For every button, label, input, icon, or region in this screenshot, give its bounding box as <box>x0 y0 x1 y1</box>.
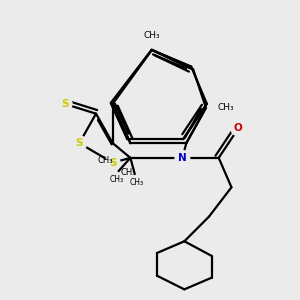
Circle shape <box>231 121 246 136</box>
Text: CH₃: CH₃ <box>129 178 143 187</box>
Circle shape <box>175 151 190 165</box>
Circle shape <box>72 136 87 151</box>
Text: S: S <box>76 138 83 148</box>
Text: N: N <box>178 153 187 163</box>
Text: O: O <box>234 123 243 134</box>
Text: CH₃: CH₃ <box>144 32 160 40</box>
Text: S: S <box>61 99 68 109</box>
Text: S: S <box>109 158 116 168</box>
Circle shape <box>105 155 120 170</box>
Text: CH₃: CH₃ <box>97 156 113 165</box>
Text: CH₃: CH₃ <box>110 175 124 184</box>
Circle shape <box>57 97 72 111</box>
Text: CH₃: CH₃ <box>120 168 136 177</box>
Text: CH₃: CH₃ <box>217 103 234 112</box>
